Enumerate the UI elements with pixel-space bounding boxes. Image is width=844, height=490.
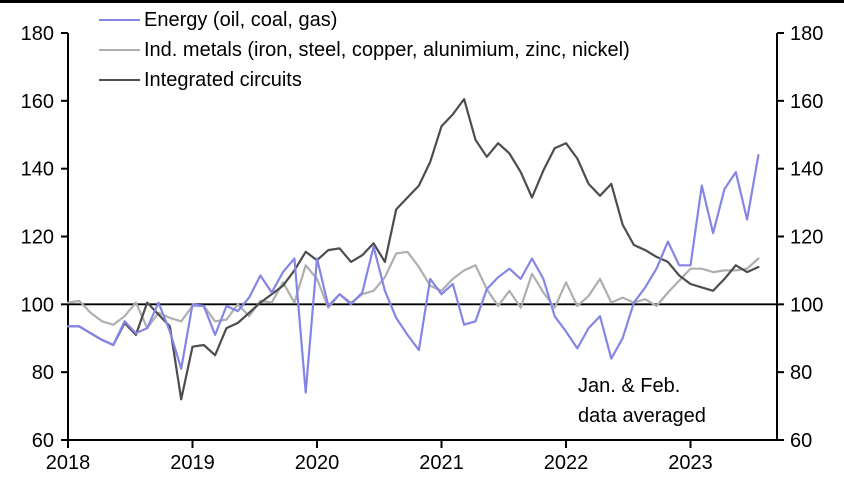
x-axis-label: 2022 [544, 452, 589, 474]
y-axis-label-right: 160 [790, 91, 823, 113]
y-axis-label-right: 180 [790, 23, 823, 45]
chart-annotation: Jan. & Feb. data averaged [578, 371, 706, 431]
x-axis-label: 2020 [295, 452, 340, 474]
x-axis-label: 2021 [419, 452, 464, 474]
annotation-line-2: data averaged [578, 405, 706, 427]
legend-label-integrated-circuits: Integrated circuits [144, 69, 302, 91]
legend-line-swatch-energy [99, 18, 140, 22]
y-axis-label-left: 60 [32, 430, 54, 452]
annotation-line-1: Jan. & Feb. [578, 375, 681, 397]
y-axis-label-right: 80 [790, 362, 812, 384]
y-axis-label-left: 180 [21, 23, 54, 45]
y-axis-label-right: 60 [790, 430, 812, 452]
y-axis-label-right: 140 [790, 159, 823, 181]
series-line-integrated-circuits [66, 97, 760, 401]
legend-label-metals: Ind. metals (iron, steel, copper, alunim… [144, 39, 630, 61]
y-axis-label-left: 140 [21, 159, 54, 181]
series-line-energy [66, 154, 760, 394]
y-axis-label-left: 100 [21, 294, 54, 316]
y-axis-label-left: 80 [32, 362, 54, 384]
y-axis-label-left: 120 [21, 227, 54, 249]
x-axis-label: 2018 [46, 452, 91, 474]
legend-line-swatch-metals [99, 48, 140, 52]
x-axis-label: 2019 [170, 452, 215, 474]
chart-legend: Energy (oil, coal, gas) Ind. metals (iro… [99, 5, 630, 95]
legend-item-energy: Energy (oil, coal, gas) [99, 5, 630, 35]
legend-item-metals: Ind. metals (iron, steel, copper, alunim… [99, 35, 630, 65]
y-axis-label-right: 100 [790, 294, 823, 316]
y-axis-label-right: 120 [790, 227, 823, 249]
legend-line-swatch-integrated-circuits [99, 78, 140, 82]
legend-label-energy: Energy (oil, coal, gas) [144, 9, 338, 31]
y-axis-label-left: 160 [21, 91, 54, 113]
chart-top-border [0, 0, 844, 3]
legend-item-integrated-circuits: Integrated circuits [99, 65, 630, 95]
series-line-metals [66, 250, 760, 330]
x-axis-label: 2023 [668, 452, 713, 474]
